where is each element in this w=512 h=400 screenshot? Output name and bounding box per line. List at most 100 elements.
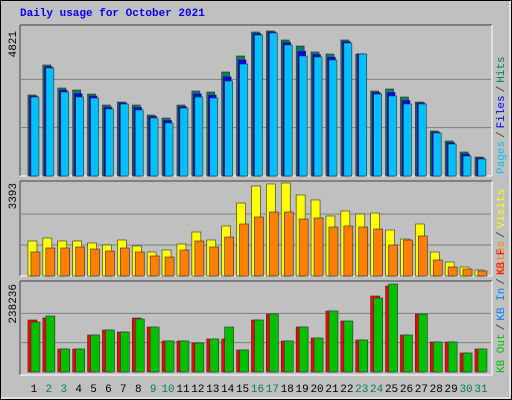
bar xyxy=(90,248,100,277)
x-tick-label: 7 xyxy=(120,384,127,396)
bar xyxy=(164,256,175,277)
bar xyxy=(120,103,129,177)
chart-title: Daily usage for October 2021 xyxy=(20,8,205,20)
legend-entry: KB In xyxy=(496,288,508,321)
bar xyxy=(120,247,130,277)
legend-entry: KB Out xyxy=(496,333,508,373)
bar xyxy=(313,217,324,277)
bar xyxy=(75,246,85,277)
bar xyxy=(298,218,309,277)
bar xyxy=(134,109,144,177)
bar xyxy=(343,225,354,277)
bar xyxy=(60,91,70,177)
x-tick-label: 22 xyxy=(340,384,353,396)
bar xyxy=(209,246,220,277)
bar xyxy=(462,268,473,277)
bar xyxy=(194,240,205,277)
bar xyxy=(105,108,114,177)
bar xyxy=(149,255,160,277)
bar xyxy=(269,313,279,373)
bar xyxy=(447,143,457,177)
bar xyxy=(373,297,383,373)
legend-separator: / xyxy=(496,86,508,93)
bar xyxy=(418,313,428,373)
legend: Sites / Visits xyxy=(496,189,508,274)
bar xyxy=(477,270,488,277)
bar xyxy=(120,331,130,373)
bar xyxy=(75,96,84,177)
bar xyxy=(313,337,324,373)
legend-entry: Sites xyxy=(496,241,508,274)
bar xyxy=(45,315,56,373)
bar xyxy=(343,42,353,177)
bar xyxy=(373,228,383,277)
x-tick-label: 2 xyxy=(46,384,53,396)
bar xyxy=(462,155,472,177)
bar xyxy=(462,352,473,373)
bar xyxy=(328,226,339,277)
bar xyxy=(239,63,248,177)
x-tick-label: 20 xyxy=(310,384,323,396)
bar xyxy=(447,266,458,277)
bar xyxy=(179,249,190,277)
y-tick-label: 3393 xyxy=(8,183,20,209)
bar xyxy=(164,122,174,177)
legend-entry: Visits xyxy=(496,189,508,229)
bar xyxy=(432,341,443,373)
x-tick-label: 4 xyxy=(75,384,82,396)
legend-separator: / xyxy=(496,131,508,138)
bar xyxy=(179,340,190,373)
bar xyxy=(388,283,398,373)
x-tick-label: 26 xyxy=(400,384,413,396)
bar xyxy=(224,80,233,177)
bar xyxy=(403,239,413,277)
x-tick-label: 6 xyxy=(105,384,112,396)
bar xyxy=(224,236,234,277)
bar xyxy=(239,223,249,277)
bar xyxy=(254,319,264,373)
legend-entry: Hits xyxy=(496,56,508,82)
bar xyxy=(283,44,293,177)
x-tick-label: 28 xyxy=(430,384,443,396)
bar xyxy=(298,55,308,177)
x-tick-label: 24 xyxy=(370,384,384,396)
bar xyxy=(209,97,219,177)
bar xyxy=(134,318,145,373)
bar xyxy=(432,259,443,277)
bar xyxy=(269,32,278,177)
bar xyxy=(418,103,427,177)
bar xyxy=(45,247,56,277)
x-tick-label: 14 xyxy=(221,384,235,396)
bar xyxy=(447,341,458,373)
bar xyxy=(283,340,294,373)
bar xyxy=(90,97,99,177)
bar xyxy=(164,340,175,373)
x-tick-label: 11 xyxy=(176,384,190,396)
bar xyxy=(358,53,368,177)
x-tick-label: 21 xyxy=(325,384,339,396)
y-tick-label: 238236 xyxy=(8,284,20,324)
y-tick-label: 4821 xyxy=(8,31,20,58)
bar xyxy=(313,56,323,177)
legend: Pages / Files / Hits xyxy=(496,56,508,174)
bar xyxy=(388,95,397,177)
x-tick-label: 18 xyxy=(281,384,294,396)
bar xyxy=(75,348,85,373)
bar xyxy=(269,211,279,277)
bar xyxy=(209,338,220,373)
x-tick-label: 25 xyxy=(385,384,398,396)
x-tick-label: 31 xyxy=(474,384,488,396)
bar xyxy=(149,326,160,373)
x-tick-label: 9 xyxy=(150,384,157,396)
bar xyxy=(194,342,205,373)
x-tick-label: 8 xyxy=(135,384,142,396)
bar xyxy=(105,250,115,277)
bar xyxy=(254,34,263,177)
legend-entry: KB F xyxy=(496,249,508,275)
bar xyxy=(149,117,159,177)
bar xyxy=(343,320,354,373)
bar xyxy=(328,310,339,373)
legend-separator: / xyxy=(496,278,508,285)
legend-entry: Files xyxy=(496,95,508,128)
legend-separator: / xyxy=(496,324,508,331)
